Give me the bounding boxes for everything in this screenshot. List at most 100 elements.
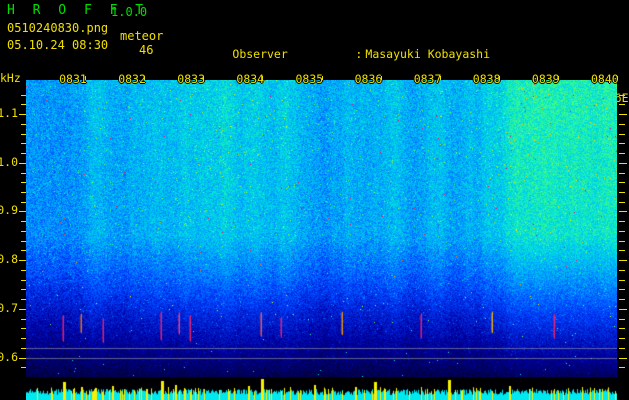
- y-axis-unit-label: kHz: [0, 71, 21, 85]
- right-tick-mark: [619, 133, 625, 135]
- y-minor-tick: [21, 367, 26, 369]
- right-tick-mark: [619, 357, 627, 359]
- x-tick-label: 0838: [472, 72, 501, 86]
- y-minor-tick: [21, 94, 26, 96]
- right-tick-mark: [619, 250, 625, 252]
- app-title: H R O F F T: [7, 3, 149, 18]
- x-tick-mark: [203, 76, 205, 80]
- y-minor-tick: [21, 153, 26, 155]
- y-minor-tick: [21, 328, 26, 330]
- y-tick-mark: [19, 308, 26, 310]
- y-tick-mark: [19, 162, 26, 164]
- x-tick-mark: [85, 76, 87, 80]
- y-minor-tick: [21, 182, 26, 184]
- spectrogram-plot[interactable]: [26, 80, 617, 377]
- y-tick-label: 0.9: [0, 203, 18, 218]
- metadata-key: Observer: [232, 46, 288, 61]
- right-tick-mark: [619, 289, 625, 291]
- x-tick-mark: [321, 76, 323, 80]
- x-tick-mark: [557, 76, 559, 80]
- app-version: 1.0.0: [111, 5, 148, 19]
- right-tick-mark: [619, 338, 625, 340]
- y-minor-tick: [21, 299, 26, 301]
- right-tick-mark: [619, 318, 625, 320]
- right-axis-ticks: [618, 72, 629, 400]
- x-tick-label: 0834: [236, 72, 265, 86]
- y-minor-tick: [21, 318, 26, 320]
- right-tick-mark: [619, 269, 625, 271]
- echo-count-label: 46: [139, 43, 154, 57]
- right-tick-mark: [619, 172, 625, 174]
- y-minor-tick: [21, 133, 26, 135]
- right-tick-mark: [619, 123, 625, 125]
- right-tick-mark: [619, 211, 627, 213]
- right-tick-mark: [619, 367, 625, 369]
- right-tick-mark: [619, 94, 625, 96]
- right-tick-mark: [619, 260, 627, 262]
- header-panel: H R O F F T 1.0.0 0510240830.png 05.10.2…: [0, 0, 629, 192]
- y-minor-tick: [21, 104, 26, 106]
- right-tick-mark: [619, 201, 625, 203]
- right-tick-mark: [619, 191, 625, 193]
- spectrogram-canvas[interactable]: [26, 80, 617, 377]
- y-minor-tick: [21, 240, 26, 242]
- y-minor-tick: [21, 338, 26, 340]
- x-tick-label: 0840: [591, 72, 619, 86]
- y-minor-tick: [21, 250, 26, 252]
- amplitude-strip[interactable]: [26, 377, 617, 400]
- y-tick-label: 0.7: [0, 300, 18, 315]
- y-minor-tick: [21, 143, 26, 145]
- x-tick-mark: [617, 76, 618, 80]
- y-minor-tick: [21, 269, 26, 271]
- x-tick-label: 0833: [177, 72, 205, 86]
- metadata-value: Masayuki Kobayashi: [365, 46, 491, 61]
- x-tick-label: 0839: [531, 72, 560, 86]
- y-tick-label: 1.0: [0, 154, 18, 169]
- x-tick-label: 0831: [59, 72, 87, 86]
- y-minor-tick: [21, 221, 26, 223]
- right-tick-mark: [619, 299, 625, 301]
- y-minor-tick: [21, 347, 26, 349]
- mode-label: meteor: [120, 29, 164, 43]
- right-tick-mark: [619, 230, 625, 232]
- y-minor-tick: [21, 201, 26, 203]
- right-tick-mark: [619, 347, 625, 349]
- right-tick-mark: [619, 114, 627, 116]
- right-tick-mark: [619, 143, 625, 145]
- y-minor-tick: [21, 191, 26, 193]
- y-minor-tick: [21, 172, 26, 174]
- x-tick-mark: [144, 76, 146, 80]
- right-tick-mark: [619, 308, 627, 310]
- right-tick-mark: [619, 104, 625, 106]
- right-tick-mark: [619, 240, 625, 242]
- filename-label: 0510240830.png: [7, 21, 109, 35]
- x-tick-mark: [498, 76, 500, 80]
- y-tick-label: 0.8: [0, 252, 18, 267]
- y-minor-tick: [21, 279, 26, 281]
- y-minor-tick: [21, 123, 26, 125]
- y-tick-mark: [19, 357, 26, 359]
- right-tick-mark: [619, 182, 625, 184]
- x-tick-mark: [439, 76, 441, 80]
- right-tick-mark: [619, 162, 627, 164]
- datetime-label: 05.10.24 08:30: [7, 38, 109, 52]
- y-minor-tick: [21, 289, 26, 291]
- x-tick-mark: [262, 76, 264, 80]
- y-tick-label: 1.1: [0, 106, 18, 121]
- right-tick-mark: [619, 153, 625, 155]
- right-tick-mark: [619, 279, 625, 281]
- y-tick-mark: [19, 211, 26, 213]
- metadata-separator: :: [355, 46, 363, 61]
- metadata-row: Observer: Masayuki Kobayashi: [177, 32, 629, 61]
- x-tick-label: 0835: [295, 72, 324, 86]
- right-tick-mark: [619, 328, 625, 330]
- x-tick-label: 0832: [118, 72, 146, 86]
- x-tick-mark: [380, 76, 382, 80]
- y-tick-mark: [19, 260, 26, 262]
- y-minor-tick: [21, 230, 26, 232]
- y-tick-mark: [19, 114, 26, 116]
- amplitude-canvas[interactable]: [26, 377, 617, 400]
- right-tick-mark: [619, 221, 625, 223]
- x-tick-label: 0836: [354, 72, 383, 86]
